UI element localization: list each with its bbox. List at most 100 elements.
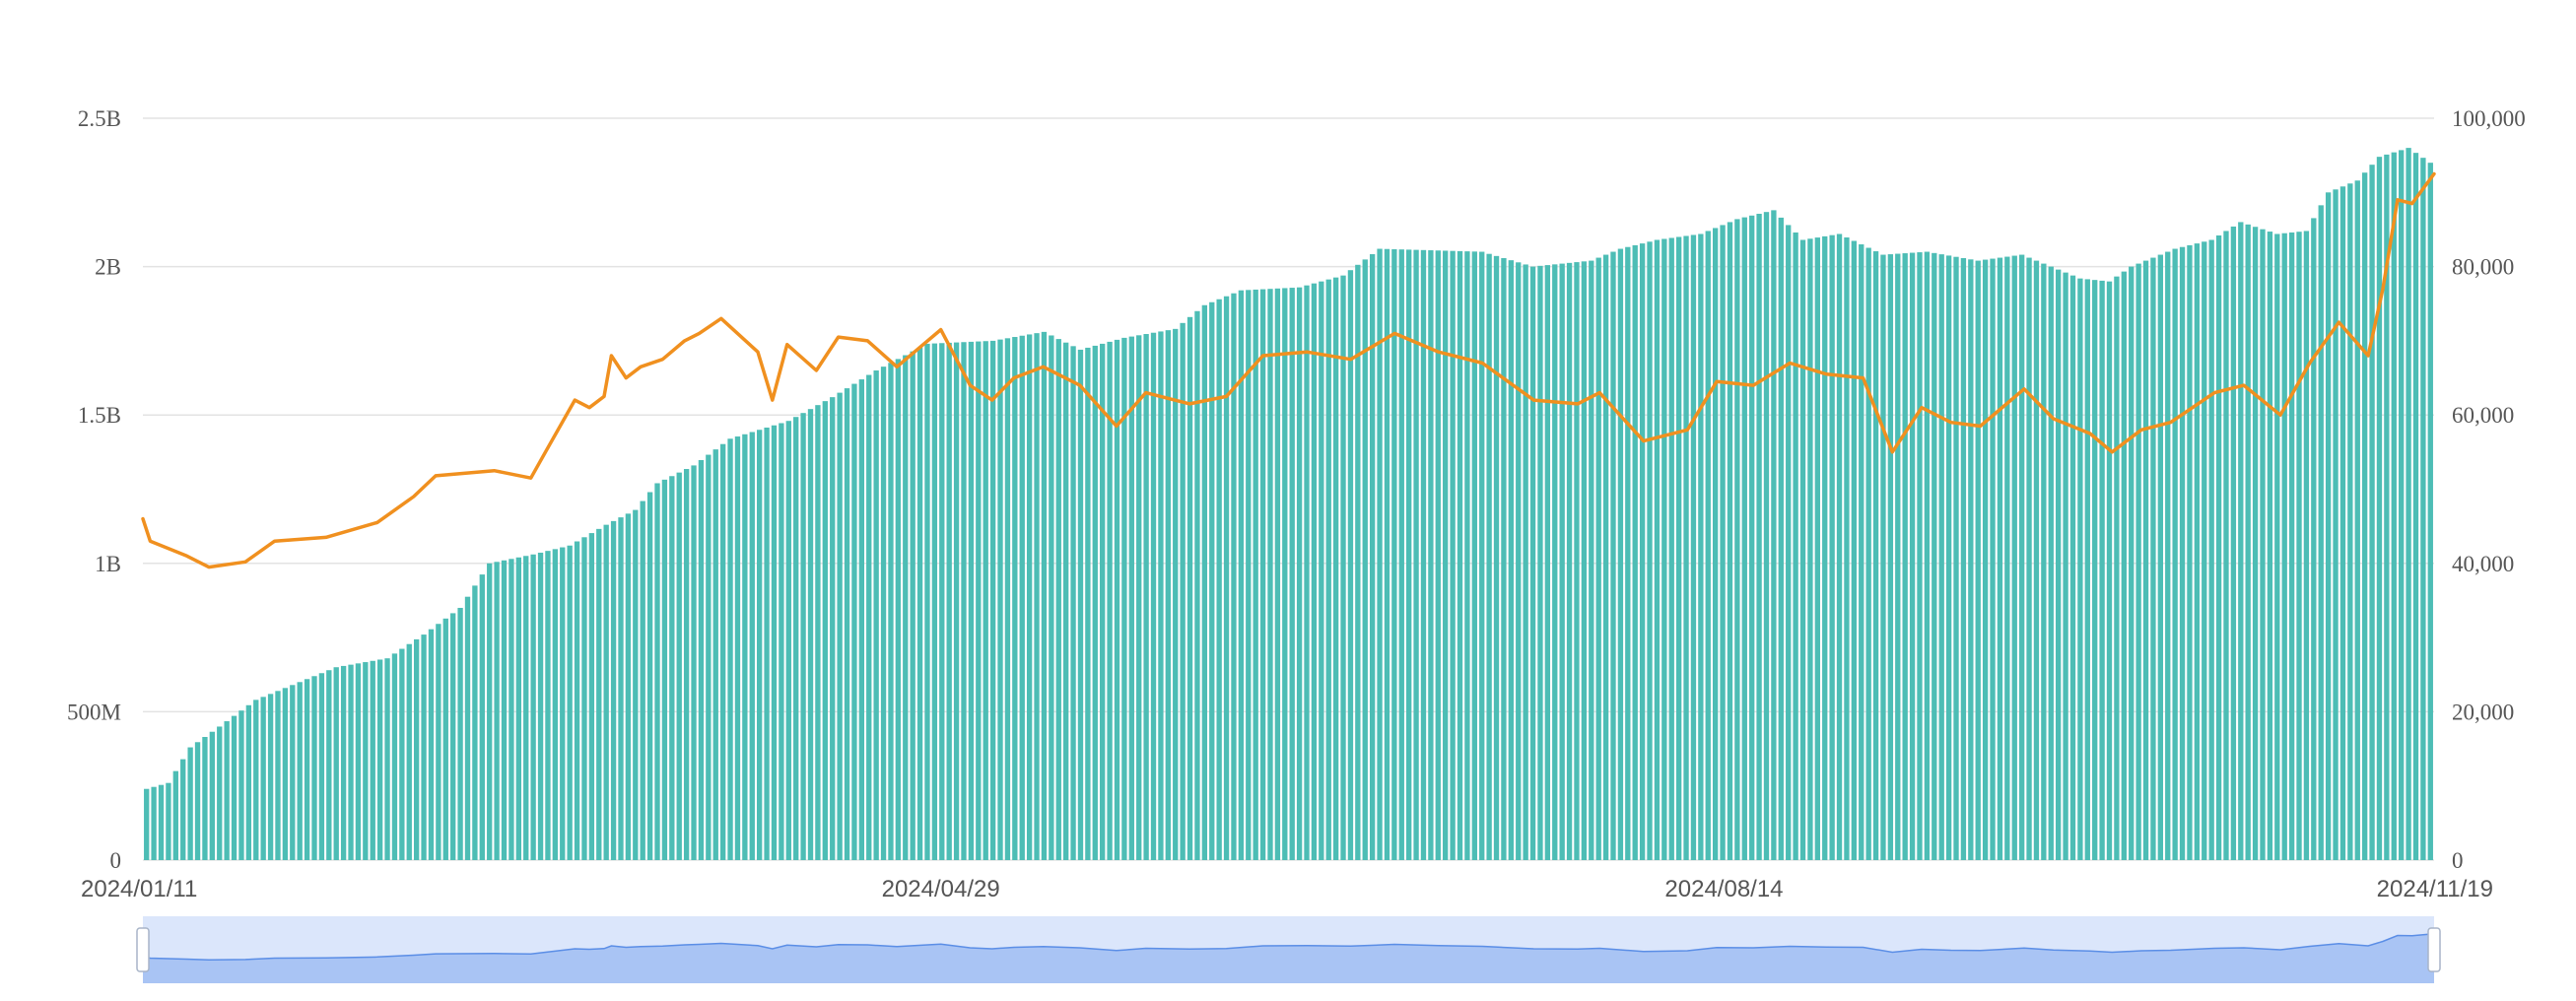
volume-bar [2172,248,2178,860]
volume-bar [1282,288,1288,860]
volume-bar [2099,280,2105,861]
volume-bar [2369,165,2375,861]
volume-bar [1340,275,1346,860]
volume-bar [1917,252,1923,860]
volume-bar [961,342,967,861]
volume-bar [1771,210,1777,860]
volume-bar [2033,260,2040,860]
volume-bar [1975,260,1981,860]
volume-bar [2339,186,2346,860]
volume-bar [1398,249,1404,860]
volume-bar [712,449,718,860]
volume-bar [1406,249,1412,861]
y-left-tick-label: 2.5B [78,106,121,131]
volume-bar [1173,328,1179,860]
volume-bar [574,541,580,860]
volume-bar [1501,257,1507,861]
volume-bar [545,551,551,860]
volume-bar [1325,279,1331,861]
volume-bar [1347,270,1354,861]
volume-bar [1004,338,1011,860]
right-y-axis: 0 20,000 40,000 60,000 80,000 100,000 [2452,106,2526,873]
y-right-tick-label: 20,000 [2452,700,2514,724]
volume-bar [2399,150,2405,860]
volume-bar [837,392,843,860]
volume-bar [1924,251,1931,861]
volume-bar [1428,250,1434,860]
volume-bar [1296,287,1303,861]
volume-bar [866,374,872,860]
volume-bar [742,434,748,860]
volume-bar [1763,212,1770,860]
zoom-handle[interactable] [136,927,150,972]
volume-bar [2325,192,2332,861]
volume-bar [1661,238,1667,860]
volume-bar [1413,249,1419,861]
volume-bar [2230,226,2237,861]
volume-bar [1246,290,1252,861]
volume-bar [370,660,375,860]
y-left-tick-label: 0 [110,848,122,873]
volume-bar [640,500,645,860]
volume-bar [654,483,660,860]
volume-bar [646,492,653,860]
volume-bar [989,340,996,860]
zoom-handle-left[interactable] [136,927,150,972]
volume-bar [187,747,193,860]
volume-bar [224,721,230,860]
volume-bar [1041,331,1048,860]
volume-bar [1698,234,1704,860]
volume-bar [2179,246,2186,860]
volume-bar [1128,336,1134,860]
volume-bar [523,556,529,860]
volume-bar [442,618,448,860]
volume-bar [706,454,712,860]
volume-bar [719,443,726,860]
volume-bar [464,596,471,860]
volume-bar [1625,246,1631,860]
volume-bar [1895,253,1901,861]
volume-bar [1647,241,1653,860]
data-zoom-slider[interactable] [136,916,2441,983]
volume-bar [326,670,332,860]
volume-bar [1617,248,1624,860]
volume-bar [734,436,741,860]
volume-bar [1851,240,1858,861]
volume-bar [508,559,514,860]
volume-bar [1471,251,1477,861]
y-right-tick-label: 0 [2452,848,2464,873]
volume-bar [1559,263,1565,860]
volume-bar [1589,260,1594,860]
volume-bar [2391,152,2397,860]
volume-bar [1887,254,1894,860]
volume-bar [180,759,186,860]
volume-bar [376,659,383,860]
volume-bar [1544,265,1551,860]
volume-bar [939,343,945,860]
volume-bar [1529,266,1536,861]
volume-bar [2041,263,2047,860]
volume-bar [1304,285,1310,860]
volume-bar [1077,349,1084,860]
volume-bar [1100,343,1106,860]
volume-bar [1158,331,1164,860]
volume-bar [172,770,178,860]
volume-bar [209,731,216,860]
price-line-layer [141,171,2436,569]
volume-bar [1274,288,1281,861]
volume-bar [669,476,675,860]
volume-bar [1552,264,1558,860]
volume-bar [1859,244,1864,860]
zoom-handle-right[interactable] [2427,927,2441,972]
volume-bar [1909,252,1916,860]
volume-bar [1259,289,1266,860]
volume-bar [391,653,398,860]
volume-bar [1749,215,1755,861]
volume-bar [2077,278,2083,860]
zoom-handle[interactable] [2427,927,2441,972]
volume-bar [260,697,266,860]
volume-bar [1566,262,1573,861]
volume-bar [924,343,930,860]
volume-bar [676,472,682,860]
volume-bar [487,563,493,860]
